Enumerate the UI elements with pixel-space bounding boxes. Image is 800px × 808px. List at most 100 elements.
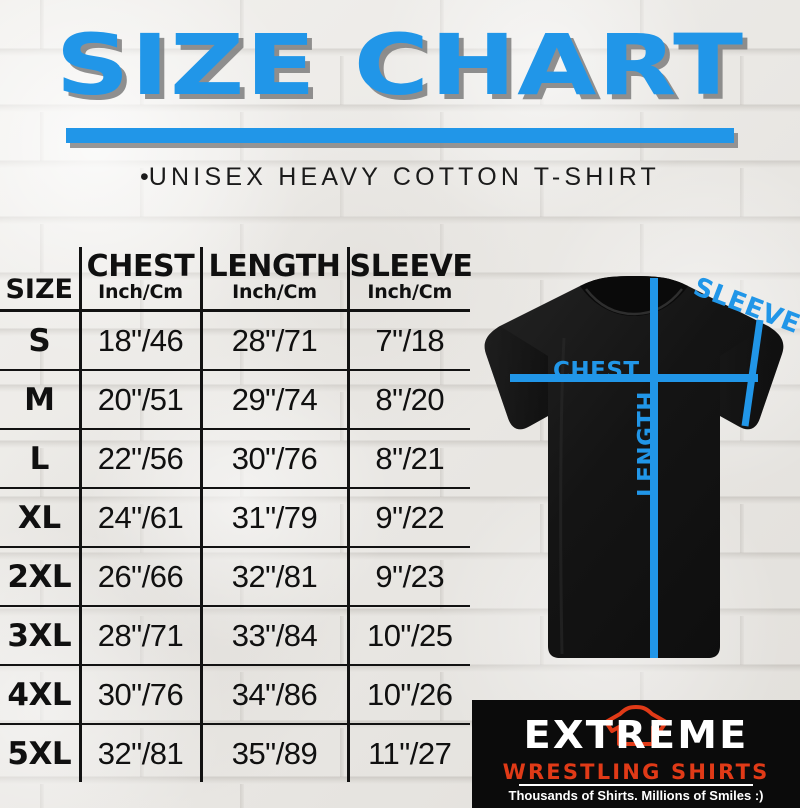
cell-chest-text: 22"/56 (97, 440, 184, 476)
cell-size: L (0, 429, 82, 489)
table-row: 4XL 30"/76 34"/86 10"/26 (0, 665, 470, 725)
table-row: XL 24"/61 31"/79 9"/22 (0, 488, 470, 548)
size-table-body: S 18"/46 28"/71 7"/18 M 20"/51 29"/74 8"… (0, 310, 470, 782)
page-subtitle-text: UNISEX HEAVY COTTON T-SHIRT (148, 163, 660, 191)
cell-sleeve: 10"/26 (348, 665, 470, 725)
table-row: M 20"/51 29"/74 8"/20 (0, 370, 470, 430)
cell-length-text: 28"/71 (231, 322, 318, 358)
size-table-wrap: SIZE CHEST Inch/Cm LENGTH Inch/Cm SLEEVE… (0, 247, 473, 782)
cell-sleeve: 9"/22 (348, 488, 470, 548)
cell-size: 5XL (0, 724, 82, 782)
cell-length-text: 35"/89 (231, 735, 318, 771)
cell-sleeve-text: 10"/26 (366, 676, 453, 712)
cell-size: S (0, 310, 82, 371)
tshirt-collar-inner (585, 288, 683, 316)
cell-chest-text: 28"/71 (97, 617, 184, 653)
cell-length-text: 32"/81 (231, 558, 318, 594)
table-row: 2XL 26"/66 32"/81 9"/23 (0, 547, 470, 607)
cell-chest: 20"/51 (80, 370, 203, 430)
column-header-size: SIZE (0, 247, 82, 312)
cell-chest: 24"/61 (80, 488, 203, 548)
cell-size-text: 5XL (7, 735, 72, 772)
cell-length-text: 30"/76 (231, 440, 318, 476)
cell-size-text: XL (17, 499, 61, 536)
size-table: SIZE CHEST Inch/Cm LENGTH Inch/Cm SLEEVE… (0, 247, 473, 782)
cell-chest-text: 18"/46 (97, 322, 184, 358)
column-header-chest-label: CHEST (86, 248, 195, 284)
cell-size-text: L (29, 440, 50, 477)
cell-chest: 32"/81 (80, 724, 203, 782)
chest-diagram-label: CHEST (553, 358, 640, 384)
column-header-chest-unit: Inch/Cm (98, 281, 183, 304)
column-header-length: LENGTH Inch/Cm (201, 247, 350, 312)
cell-sleeve-text: 10"/25 (366, 617, 453, 653)
column-header-size-label: SIZE (5, 273, 73, 305)
cell-chest-text: 26"/66 (97, 558, 184, 594)
cell-chest: 26"/66 (80, 547, 203, 607)
cell-length: 32"/81 (201, 547, 350, 607)
brand-logo: EXTREME WRESTLING SHIRTS Thousands of Sh… (472, 700, 800, 808)
tshirt-body-highlight (559, 337, 566, 655)
cell-length: 35"/89 (201, 724, 350, 782)
cell-chest-text: 32"/81 (97, 735, 184, 771)
cell-length: 30"/76 (201, 429, 350, 489)
cell-sleeve-text: 8"/20 (375, 381, 445, 417)
cell-size: 3XL (0, 606, 82, 666)
cell-length-text: 31"/79 (231, 499, 318, 535)
cell-size-text: S (28, 322, 51, 359)
cell-length-text: 33"/84 (231, 617, 318, 653)
cell-chest-text: 30"/76 (97, 676, 184, 712)
cell-sleeve-text: 11"/27 (368, 735, 452, 771)
logo-tagline: Thousands of Shirts. Millions of Smiles … (508, 788, 764, 803)
cell-sleeve-text: 8"/21 (375, 440, 445, 476)
table-row: L 22"/56 30"/76 8"/21 (0, 429, 470, 489)
cell-size: 2XL (0, 547, 82, 607)
cell-sleeve-text: 9"/22 (375, 499, 445, 535)
logo-tshirt-icon (604, 705, 668, 746)
cell-chest: 18"/46 (80, 310, 203, 371)
column-header-sleeve: SLEEVE Inch/Cm (348, 247, 473, 312)
cell-sleeve: 11"/27 (348, 724, 470, 782)
cell-sleeve-text: 7"/18 (375, 322, 445, 358)
cell-size-text: M (24, 381, 55, 418)
cell-chest-text: 20"/51 (97, 381, 184, 417)
page-title-block: SIZE CHART (0, 16, 800, 114)
cell-length-text: 34"/86 (231, 676, 318, 712)
cell-sleeve: 9"/23 (348, 547, 470, 607)
cell-chest-text: 24"/61 (97, 499, 184, 535)
column-header-length-unit: Inch/Cm (232, 281, 317, 304)
length-diagram-label: LENGTH (634, 390, 660, 497)
cell-size-text: 2XL (7, 558, 72, 595)
cell-sleeve: 10"/25 (348, 606, 470, 666)
sleeve-measure-line (741, 319, 764, 427)
logo-brand-secondary: WRESTLING SHIRTS (502, 760, 770, 784)
tshirt-illustration (484, 276, 784, 658)
column-header-length-label: LENGTH (208, 248, 341, 284)
cell-sleeve: 8"/20 (348, 370, 470, 430)
page-subtitle: •UNISEX HEAVY COTTON T-SHIRT (0, 163, 800, 192)
page-title: SIZE CHART (55, 16, 745, 114)
cell-length-text: 29"/74 (231, 381, 318, 417)
cell-size-text: 3XL (7, 617, 72, 654)
table-row: S 18"/46 28"/71 7"/18 (0, 310, 470, 371)
cell-size: XL (0, 488, 82, 548)
cell-size: 4XL (0, 665, 82, 725)
size-table-head: SIZE CHEST Inch/Cm LENGTH Inch/Cm SLEEVE… (0, 247, 473, 312)
column-header-chest: CHEST Inch/Cm (80, 247, 203, 312)
cell-sleeve: 7"/18 (348, 310, 470, 371)
table-row: 5XL 32"/81 35"/89 11"/27 (0, 724, 470, 782)
table-header-row: SIZE CHEST Inch/Cm LENGTH Inch/Cm SLEEVE… (0, 247, 473, 312)
cell-size: M (0, 370, 82, 430)
cell-length: 28"/71 (201, 310, 350, 371)
column-header-sleeve-unit: Inch/Cm (367, 281, 453, 304)
cell-size-text: 4XL (7, 676, 72, 713)
cell-length: 29"/74 (201, 370, 350, 430)
title-underline-bar (66, 128, 734, 143)
cell-length: 33"/84 (201, 606, 350, 666)
table-row: 3XL 28"/71 33"/84 10"/25 (0, 606, 470, 666)
cell-length: 34"/86 (201, 665, 350, 725)
cell-length: 31"/79 (201, 488, 350, 548)
cell-sleeve-text: 9"/23 (375, 558, 445, 594)
tshirt-diagram (468, 268, 800, 700)
